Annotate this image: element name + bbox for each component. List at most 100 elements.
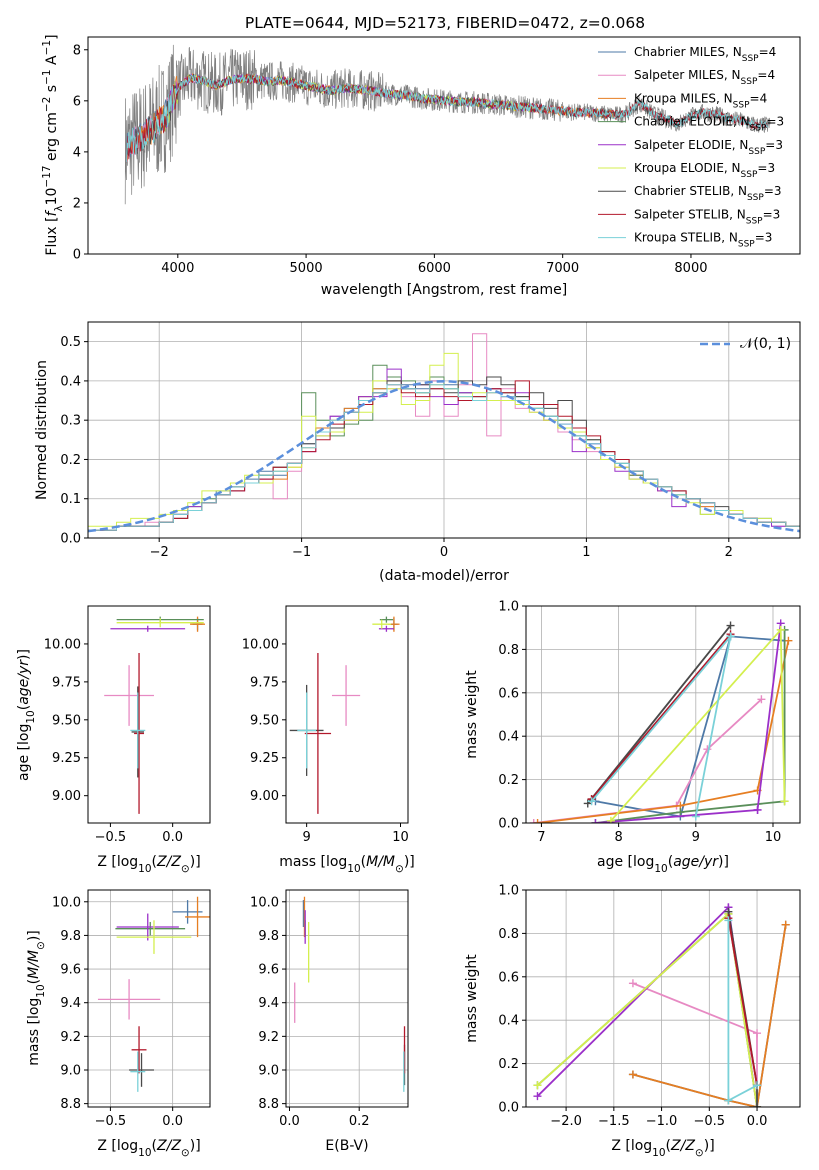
weight-marker <box>533 1092 542 1101</box>
weight-marker <box>587 797 596 806</box>
legend-label: Kroupa MILES, NSSP=4 <box>634 91 767 110</box>
y-tick-label: 9.25 <box>250 751 279 766</box>
weight-marker <box>724 916 733 925</box>
legend-label: Chabrier MILES, NSSP=4 <box>634 45 776 64</box>
x-tick-label: −1 <box>292 545 311 560</box>
weight-line <box>595 623 782 823</box>
y-tick-label: 0.0 <box>498 817 519 832</box>
y-tick-label: 9.00 <box>250 789 279 804</box>
plot-area-spectrum <box>124 44 771 205</box>
weight-marker <box>753 805 762 814</box>
x-tick-label: 5000 <box>290 261 323 276</box>
weight-marker <box>533 1081 542 1090</box>
y-tick-label: 9.50 <box>250 713 279 728</box>
axes-frame <box>285 889 409 1108</box>
x-tick-label: 9 <box>692 830 700 845</box>
weight-marker <box>628 1070 637 1079</box>
axes-frame <box>525 605 801 824</box>
weight-marker <box>533 819 542 823</box>
data-point <box>131 1026 147 1074</box>
panel-residuals: −2 −1 0 1 2 0.0 0.1 0.2 0.3 0.4 0.5 (data-model)/er… <box>34 321 801 584</box>
weight-line <box>632 924 787 1107</box>
y-tick-label: 0.2 <box>60 453 81 468</box>
weight-series <box>533 909 762 1107</box>
x-axis-label: Z [log10(Z/Z⊙)] <box>611 1138 714 1159</box>
weight-line <box>727 918 758 1086</box>
weight-marker <box>628 979 637 988</box>
y-tick-label: 9.50 <box>52 713 81 728</box>
x-axis-label: age [log10(age/yr)] <box>597 854 729 875</box>
y-tick-label: 8.8 <box>258 1097 279 1112</box>
x-tick-label: 10 <box>765 830 782 845</box>
weight-series <box>724 914 762 1090</box>
y-axis-label: Flux [fλ10−17 erg cm−2 s−1 A−1] <box>41 34 65 255</box>
weight-marker <box>784 636 793 645</box>
y-tick-label: 9.6 <box>258 963 279 978</box>
weight-series <box>606 625 789 823</box>
y-tick-label: 9.4 <box>60 996 81 1011</box>
x-tick-label: 0 <box>440 545 448 560</box>
y-tick-label: 0.6 <box>498 970 519 985</box>
x-tick-label: −0.5 <box>95 1114 127 1129</box>
axes-frame <box>87 605 211 824</box>
data-point <box>185 896 210 938</box>
weight-line <box>590 633 732 800</box>
y-tick-label: 9.8 <box>60 929 81 944</box>
weight-series <box>587 630 735 804</box>
plot-area-massweight_vs_z <box>533 903 790 1107</box>
data-point <box>110 625 186 632</box>
weight-marker <box>606 816 615 823</box>
x-tick-label: 6000 <box>418 261 451 276</box>
axes-frame <box>285 605 409 824</box>
weight-line <box>632 982 758 1107</box>
y-tick-label: 0.1 <box>60 492 81 507</box>
x-axis-label: Z [log10(Z/Z⊙)] <box>97 1138 200 1159</box>
y-tick-label: 0.8 <box>498 643 519 658</box>
plot-area-mass_vs_z <box>97 896 210 1092</box>
data-point <box>116 618 204 628</box>
y-tick-label: 6 <box>73 94 81 109</box>
axes-frame <box>525 889 801 1108</box>
panel-mass_vs_z: −0.5 0.0 8.8 9.0 9.2 9.4 9.6 9.8 10.0 Z [log10(Z/… <box>26 889 211 1159</box>
panel-massweight_vs_z: −2.0 −1.5 −1.0 −0.5 0.0 0.0 0.2 0.4 0.6 0.8 1.0 mas… <box>464 884 801 1159</box>
y-tick-label: 9.75 <box>52 675 81 690</box>
x-axis-label: wavelength [Angstrom, rest frame] <box>321 282 567 298</box>
y-tick-label: 0 <box>73 248 81 263</box>
x-tick-label: 0.0 <box>162 830 183 845</box>
x-axis-label: (data-model)/error <box>379 568 509 584</box>
y-tick-label: 10.0 <box>52 895 81 910</box>
weight-marker <box>780 797 789 806</box>
y-tick-label: 9.6 <box>60 963 81 978</box>
legend-label: Kroupa ELODIE, NSSP=3 <box>634 161 775 180</box>
weight-marker <box>757 695 766 704</box>
weight-marker <box>529 819 538 823</box>
weight-marker <box>753 1103 762 1107</box>
y-tick-label: 9.00 <box>52 789 81 804</box>
y-tick-label: 0.2 <box>498 1057 519 1072</box>
y-tick-label: 2 <box>73 196 81 211</box>
normal-curve <box>88 380 800 533</box>
x-tick-label: 0.2 <box>349 1114 370 1129</box>
x-tick-label: −2.0 <box>550 1114 582 1129</box>
y-tick-label: 0.2 <box>498 773 519 788</box>
weight-series <box>724 916 762 1105</box>
y-tick-label: 9.2 <box>60 1030 81 1045</box>
y-tick-label: 0.5 <box>60 335 81 350</box>
panel-mass_vs_ebv: 0.0 0.2 8.8 9.0 9.2 9.4 9.6 9.8 10.0 E(B-V) <box>250 889 409 1154</box>
x-tick-label: 0.0 <box>162 1114 183 1129</box>
y-axis-label: age [log10(age/yr)] <box>16 649 37 781</box>
weight-marker <box>753 1081 762 1090</box>
y-tick-label: 0.4 <box>498 1014 519 1029</box>
x-axis-label: mass [log10(M/M⊙)] <box>279 854 415 875</box>
panel-age_vs_z: −0.5 0.0 9.00 9.25 9.50 9.75 10.00 Z [log10(Z/Z… <box>16 605 211 875</box>
data-point <box>129 1053 154 1087</box>
weight-line <box>610 627 786 822</box>
y-axis-label: mass [log10(M/M⊙)] <box>26 930 47 1066</box>
y-tick-label: 9.4 <box>258 996 279 1011</box>
legend-label: Kroupa STELIB, NSSP=3 <box>634 231 772 250</box>
x-tick-label: 2 <box>725 545 733 560</box>
legend-label: Salpeter MILES, NSSP=4 <box>634 68 775 87</box>
weight-marker <box>676 808 685 817</box>
x-tick-label: 7000 <box>546 261 579 276</box>
data-point <box>304 653 332 814</box>
